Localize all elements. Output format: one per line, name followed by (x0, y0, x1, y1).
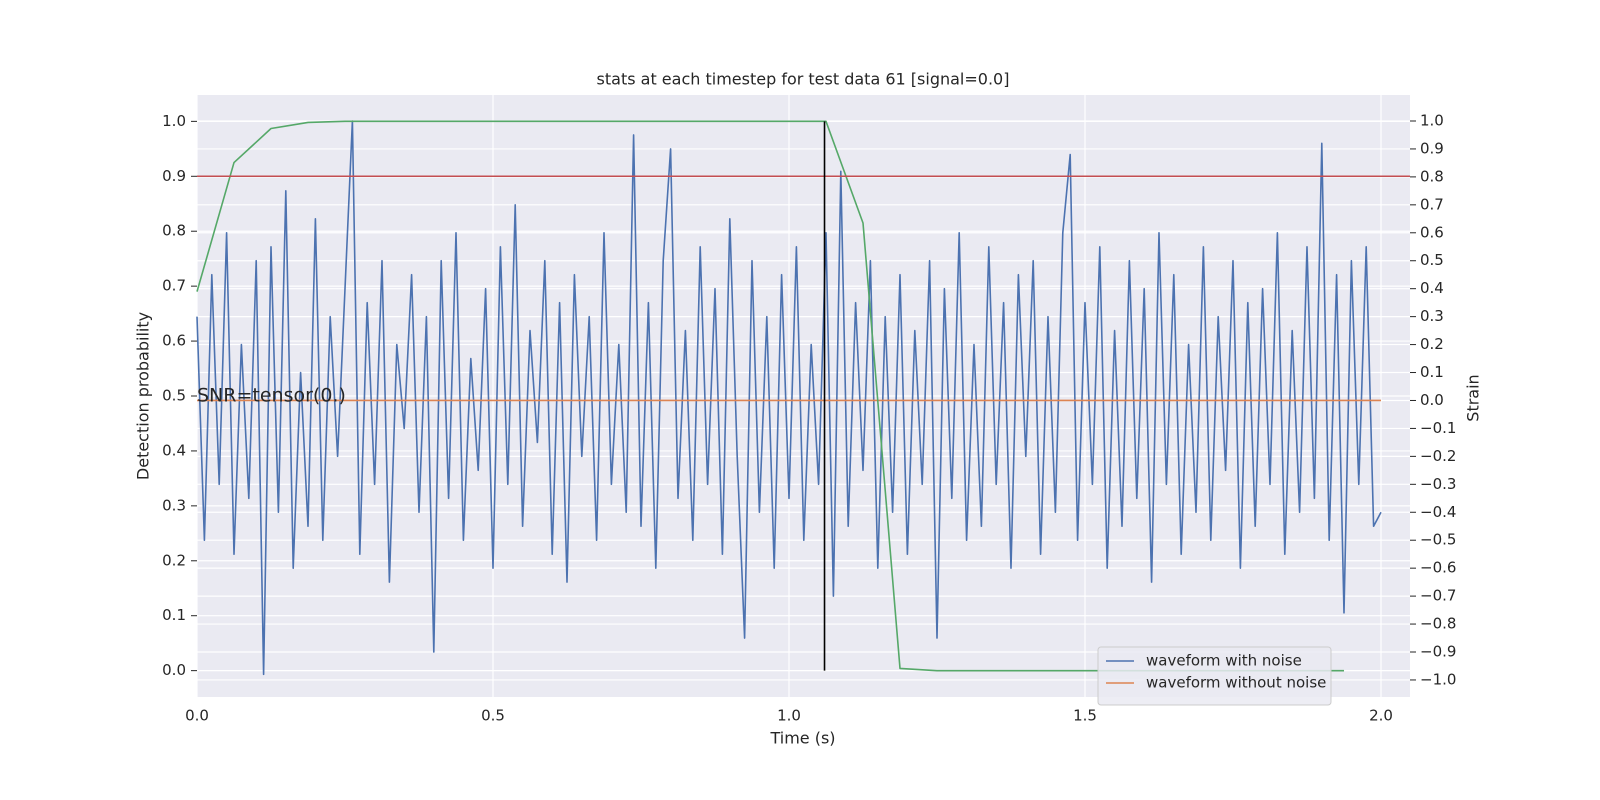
y2-tick-label: 1.0 (1420, 111, 1444, 129)
y2-tick-label: 0.2 (1420, 335, 1444, 353)
legend-label: waveform without noise (1146, 674, 1326, 692)
y2-tick-label: −0.3 (1420, 475, 1456, 493)
series-line (196, 120, 1382, 676)
legend-label: waveform with noise (1146, 652, 1302, 670)
y-tick-label: 0.1 (162, 606, 186, 624)
y2-tick-label: −1.0 (1420, 670, 1456, 688)
y2-tick-label: 0.8 (1420, 167, 1444, 185)
y-tick-label: 0.0 (162, 661, 186, 679)
y2-tick-label: 0.5 (1420, 251, 1444, 269)
y2-tick-label: −0.5 (1420, 531, 1456, 549)
x-tick-label: 1.0 (777, 707, 801, 725)
y2-tick-label: 0.6 (1420, 223, 1444, 241)
y2-tick-label: 0.0 (1420, 391, 1444, 409)
y2-tick-label: −0.2 (1420, 447, 1456, 465)
y-tick-label: 0.4 (162, 441, 186, 459)
y2-axis-label: Strain (1464, 374, 1483, 421)
y-tick-label: 0.2 (162, 551, 186, 569)
y2-tick-label: −0.7 (1420, 587, 1456, 605)
y2-tick-label: −0.8 (1420, 615, 1456, 633)
annotation: SNR=tensor(0.) (197, 385, 346, 407)
y-tick-label: 0.6 (162, 332, 186, 350)
x-tick-label: 0.5 (481, 707, 505, 725)
chart-title: stats at each timestep for test data 61 … (597, 70, 1010, 89)
y2-tick-label: 0.4 (1420, 279, 1444, 297)
y2-tick-label: −0.1 (1420, 419, 1456, 437)
y-tick-label: 0.9 (162, 167, 186, 185)
y2-tick-label: −0.4 (1420, 503, 1456, 521)
x-axis-label: Time (s) (769, 729, 835, 748)
y2-tick-label: 0.3 (1420, 307, 1444, 325)
y-tick-label: 1.0 (162, 112, 186, 130)
y2-tick-label: −0.9 (1420, 643, 1456, 661)
y-tick-label: 0.3 (162, 496, 186, 514)
legend-box (1097, 646, 1332, 706)
y-tick-label: 0.7 (162, 277, 186, 295)
y-axis-label: Detection probability (134, 312, 153, 480)
y2-tick-label: −0.6 (1420, 559, 1456, 577)
x-tick-label: 1.5 (1073, 707, 1097, 725)
y2-tick-label: 0.7 (1420, 195, 1444, 213)
y-tick-label: 0.5 (162, 387, 186, 405)
x-tick-label: 0.0 (185, 707, 209, 725)
x-tick-label: 2.0 (1369, 707, 1393, 725)
y-tick-label: 0.8 (162, 222, 186, 240)
y2-tick-label: 0.1 (1420, 363, 1444, 381)
y2-tick-label: 0.9 (1420, 139, 1444, 157)
